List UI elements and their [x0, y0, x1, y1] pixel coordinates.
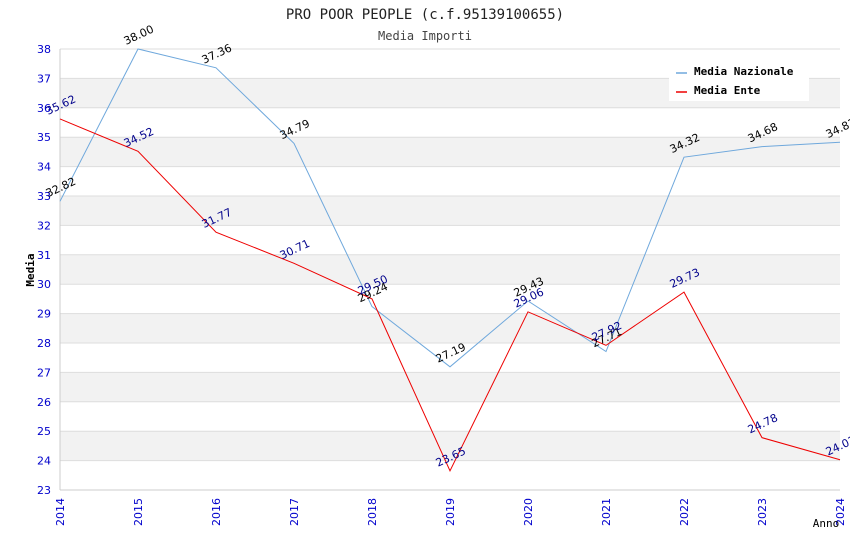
grid-band: [60, 372, 840, 402]
x-tick-label: 2016: [210, 498, 223, 526]
y-tick-label: 33: [37, 190, 51, 203]
chart-legend: Media Nazionale Media Ente: [669, 61, 809, 101]
x-tick-label: 2014: [54, 498, 67, 526]
grid-band: [60, 431, 840, 461]
y-tick-label: 31: [37, 249, 51, 262]
y-tick-label: 30: [37, 278, 51, 291]
x-tick-label: 2015: [132, 498, 145, 526]
y-tick-label: 37: [37, 72, 51, 85]
series-line-media-ente: [59, 118, 841, 473]
x-tick-label: 2023: [756, 498, 769, 526]
y-tick-label: 24: [37, 455, 51, 468]
y-tick-label: 25: [37, 425, 51, 438]
y-tick-label: 26: [37, 396, 51, 409]
data-label-media-nazionale: 37.36: [200, 41, 234, 66]
y-tick-label: 34: [37, 161, 51, 174]
grid-band: [60, 254, 840, 285]
chart-subtitle: Media Importi: [378, 29, 472, 43]
grid-band: [60, 313, 840, 343]
series-line-media-nazionale: [59, 48, 841, 368]
x-axis-label: Anno: [813, 517, 840, 530]
y-tick-label: 29: [37, 308, 51, 321]
x-tick-label: 2019: [444, 498, 457, 526]
y-tick-label: 27: [37, 366, 51, 379]
x-tick-label: 2020: [522, 498, 535, 526]
legend-label-media-ente: Media Ente: [694, 84, 761, 97]
x-tick-label: 2022: [678, 498, 691, 526]
x-tick-label: 2017: [288, 498, 301, 526]
x-tick-label: 2018: [366, 498, 379, 526]
x-tick-label: 2021: [600, 498, 613, 526]
chart-title: PRO POOR PEOPLE (c.f.95139100655): [286, 7, 564, 23]
y-tick-label: 32: [37, 219, 51, 232]
grid-band: [60, 196, 840, 226]
y-axis-label: Media: [24, 253, 37, 286]
y-tick-label: 35: [37, 131, 51, 144]
data-label-media-nazionale: 27.19: [434, 340, 468, 365]
data-label-media-nazionale: 38.00: [122, 23, 156, 48]
y-tick-label: 36: [37, 102, 51, 115]
legend-background: [669, 61, 809, 101]
grid-band: [60, 137, 840, 167]
data-label-media-nazionale: 34.83: [824, 116, 850, 141]
legend-label-media-nazionale: Media Nazionale: [694, 65, 794, 78]
x-tick-label: 2024: [834, 498, 847, 526]
y-tick-label: 28: [37, 337, 51, 350]
y-tick-label: 38: [37, 43, 51, 56]
y-tick-label: 23: [37, 484, 51, 497]
